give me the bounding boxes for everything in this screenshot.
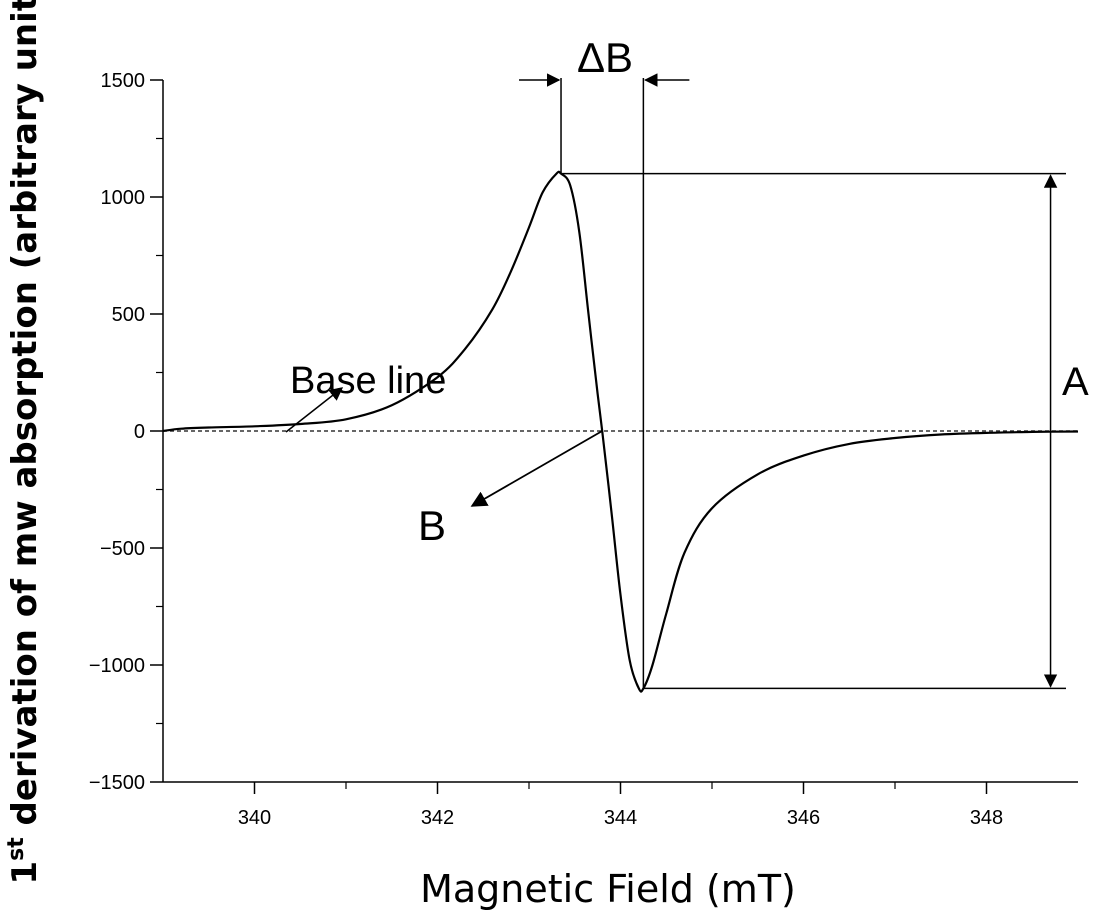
baseline-label: Base line <box>290 360 446 402</box>
y-tick-label: 1500 <box>101 70 146 92</box>
center-field-pointer-arrow <box>470 430 603 507</box>
y-tick-label: 500 <box>112 304 145 326</box>
center-field-label: B <box>418 502 446 549</box>
x-tick-label: 346 <box>787 807 820 829</box>
y-tick-label: −500 <box>100 538 145 560</box>
amplitude-label: A <box>1062 360 1089 404</box>
y-axis-title-sup: st <box>4 837 29 861</box>
linewidth-label: ΔB <box>577 34 633 81</box>
y-tick-label: −1000 <box>89 655 145 677</box>
x-axis-title: Magnetic Field (mT) <box>420 867 796 911</box>
x-tick-label: 348 <box>970 807 1003 829</box>
derivative-curve <box>162 170 1079 693</box>
x-tick-label: 340 <box>238 807 271 829</box>
x-tick-label: 344 <box>604 807 637 829</box>
x-tick-label: 342 <box>421 807 454 829</box>
y-axis-title: 1st derivation of mw absorption (arbitra… <box>4 0 45 885</box>
plot-area <box>162 170 1079 693</box>
baseline-pointer-arrow <box>285 387 344 433</box>
y-axis-title-rest: derivation of mw absorption (arbitrary u… <box>5 0 45 837</box>
y-tick-label: 0 <box>134 421 145 443</box>
annotations <box>285 73 1066 690</box>
ticks: −1500 −1000 −500 0 500 1000 1500 340 342 344 346 34… <box>89 70 1003 829</box>
y-tick-label: −1500 <box>89 772 145 794</box>
y-axis-title-main: 1 <box>5 861 45 885</box>
y-tick-label: 1000 <box>101 187 146 209</box>
